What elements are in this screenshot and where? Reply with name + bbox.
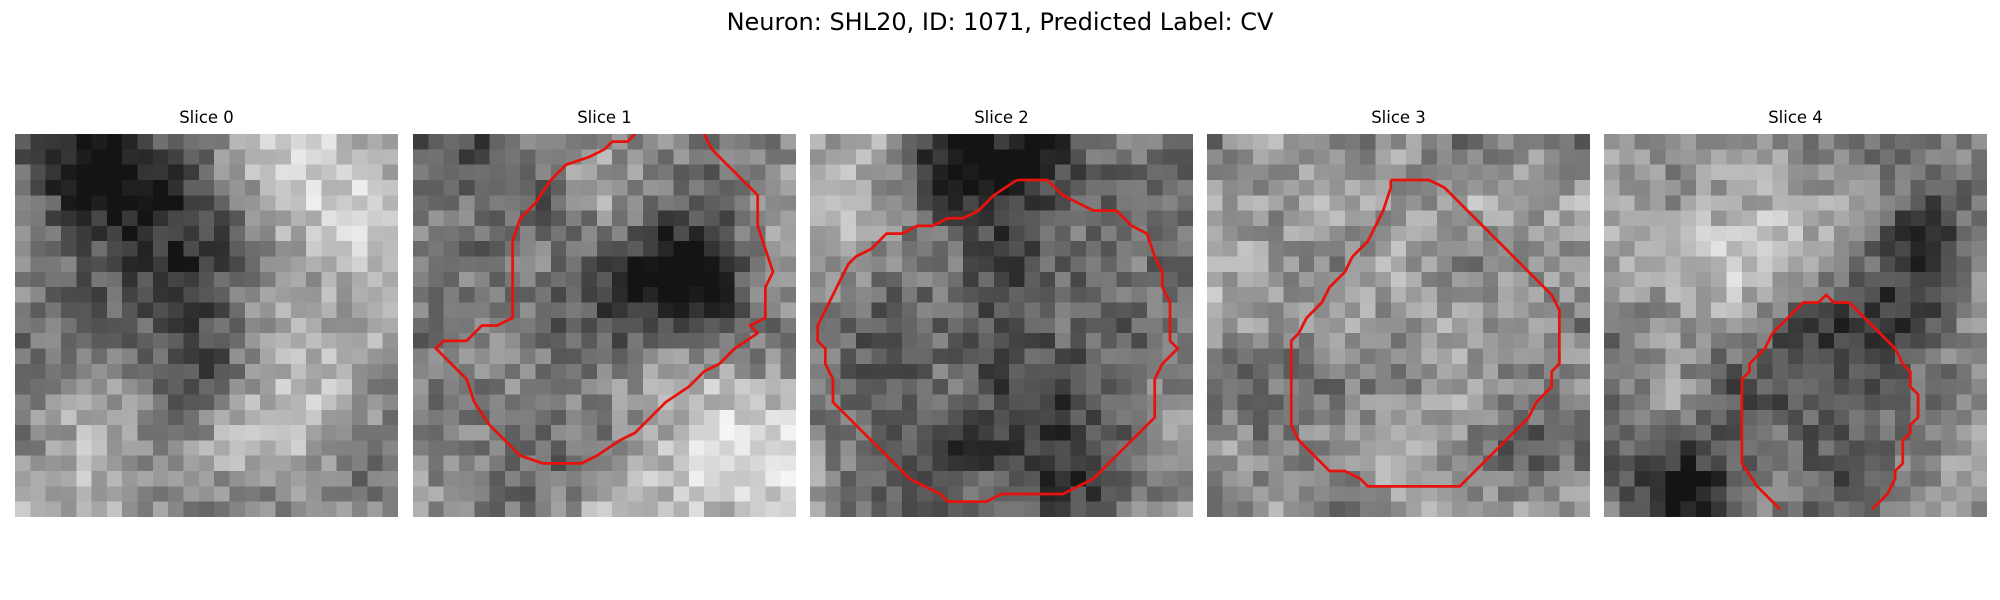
slice-title-4: Slice 4 [1768,108,1823,127]
slice-4-contour-0 [1740,293,1920,511]
slice-title-3: Slice 3 [1371,108,1426,127]
slice-image-1 [413,134,796,517]
figure-title: Neuron: SHL20, ID: 1071, Predicted Label… [726,8,1274,36]
slice-1-pixels [413,134,796,517]
slice-image-0 [15,134,398,517]
slice-title-0: Slice 0 [179,108,234,127]
slice-2-contour-0 [816,178,1180,504]
slice-image-4 [1604,134,1987,517]
slice-3-pixels [1207,134,1590,517]
slice-0-pixels [15,134,398,517]
slice-4-pixels [1604,134,1987,517]
slice-2-pixel-grid [810,134,1193,517]
slice-title-2: Slice 2 [974,108,1029,127]
slice-1-pixel-grid [413,134,796,517]
slice-3-pixel-grid [1207,134,1590,517]
slice-1-contour-0 [434,134,775,465]
slice-image-3 [1207,134,1590,517]
slice-image-2 [810,134,1193,517]
slice-0-pixel-grid [15,134,398,517]
slice-4-pixel-grid [1604,134,1987,517]
slice-3-contour-0 [1289,178,1561,488]
slice-title-1: Slice 1 [577,108,632,127]
